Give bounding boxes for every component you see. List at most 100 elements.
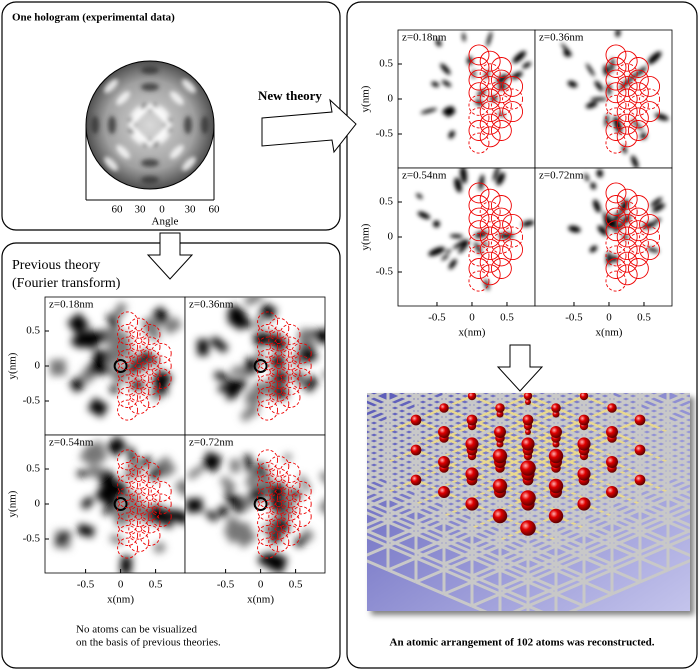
bond bbox=[471, 472, 501, 488]
bond bbox=[387, 490, 417, 506]
bond bbox=[611, 466, 641, 482]
atom-site bbox=[279, 324, 301, 345]
blob bbox=[154, 455, 177, 479]
blob bbox=[254, 461, 266, 477]
atom-site bbox=[117, 387, 139, 408]
atom-site bbox=[605, 57, 627, 78]
atom-site bbox=[268, 393, 290, 415]
atom-site bbox=[290, 480, 312, 502]
atom-site bbox=[479, 75, 501, 97]
atom-site bbox=[268, 455, 290, 477]
bond bbox=[555, 490, 585, 506]
fringe bbox=[116, 91, 131, 106]
fringe bbox=[91, 116, 99, 134]
down-arrow bbox=[146, 232, 194, 280]
blob bbox=[440, 63, 451, 75]
atom-site bbox=[117, 499, 139, 521]
blob bbox=[568, 225, 581, 233]
bond bbox=[611, 436, 641, 452]
down-arrow bbox=[496, 344, 544, 392]
atom-site bbox=[468, 120, 490, 141]
bond bbox=[555, 550, 585, 566]
y-tick-label: 0.5 bbox=[379, 58, 393, 70]
bond bbox=[443, 556, 473, 572]
previous-title: (Fourier transform) bbox=[12, 276, 121, 291]
blob bbox=[112, 506, 131, 527]
bond bbox=[471, 424, 501, 440]
bond bbox=[499, 544, 529, 560]
bond bbox=[583, 400, 613, 416]
bond bbox=[667, 450, 690, 464]
blob bbox=[563, 49, 571, 57]
blob bbox=[54, 530, 71, 547]
bond bbox=[387, 526, 417, 542]
bond bbox=[471, 592, 501, 608]
bond bbox=[667, 400, 690, 414]
blob bbox=[237, 377, 248, 388]
blob bbox=[292, 370, 305, 382]
bond bbox=[587, 393, 613, 404]
atom-site bbox=[279, 349, 301, 371]
atom-site bbox=[128, 468, 150, 490]
atom-site bbox=[150, 480, 172, 502]
plot-frame bbox=[397, 167, 536, 307]
bond bbox=[667, 490, 690, 504]
atom bbox=[634, 444, 646, 456]
fringe bbox=[141, 83, 159, 91]
atom bbox=[577, 497, 591, 511]
bond bbox=[667, 514, 690, 528]
blob bbox=[243, 297, 264, 307]
bond bbox=[387, 538, 417, 554]
bond bbox=[499, 586, 529, 602]
blob bbox=[68, 375, 87, 393]
bond bbox=[499, 393, 525, 404]
atom-site bbox=[490, 195, 512, 216]
blob bbox=[458, 240, 470, 254]
atom-site bbox=[268, 480, 290, 502]
atom-site bbox=[128, 368, 150, 390]
blob bbox=[454, 177, 462, 193]
atom-site bbox=[490, 232, 512, 254]
bond bbox=[639, 484, 669, 500]
bond bbox=[443, 550, 473, 566]
bond bbox=[387, 394, 417, 410]
atom-site bbox=[139, 512, 161, 534]
bond bbox=[583, 393, 595, 398]
bond bbox=[611, 442, 641, 458]
angle-tick-label: 60 bbox=[209, 204, 221, 216]
bond bbox=[443, 538, 473, 554]
bond bbox=[443, 592, 473, 608]
bond bbox=[555, 393, 581, 404]
blob bbox=[109, 383, 120, 395]
bond bbox=[443, 400, 473, 416]
y-tick-label: 0 bbox=[388, 93, 394, 105]
atom bbox=[410, 444, 422, 456]
bond bbox=[499, 484, 529, 500]
blob bbox=[93, 349, 108, 364]
atom-site bbox=[502, 213, 524, 235]
plot-frame bbox=[397, 29, 536, 169]
bond bbox=[527, 544, 557, 560]
blob bbox=[130, 500, 147, 519]
bond bbox=[583, 412, 613, 428]
blob bbox=[229, 364, 244, 378]
blob bbox=[268, 495, 289, 516]
bond bbox=[611, 550, 641, 566]
atom bbox=[525, 399, 531, 405]
bond bbox=[573, 393, 585, 398]
bond bbox=[415, 568, 445, 584]
bond bbox=[443, 562, 473, 578]
blob bbox=[416, 193, 423, 199]
bond bbox=[405, 393, 417, 398]
bond bbox=[583, 592, 613, 608]
fringe bbox=[130, 105, 145, 120]
previous-title: Previous theory bbox=[12, 258, 100, 273]
bond bbox=[527, 412, 557, 428]
x-axis-label: x(nm) bbox=[596, 327, 623, 339]
atom-site bbox=[150, 355, 172, 377]
reconstruction-caption: An atomic arrangement of 102 atoms was r… bbox=[390, 637, 655, 649]
center-ring bbox=[113, 359, 128, 373]
right-arrow bbox=[261, 98, 357, 154]
center-ring bbox=[253, 497, 268, 511]
bond bbox=[367, 445, 389, 458]
